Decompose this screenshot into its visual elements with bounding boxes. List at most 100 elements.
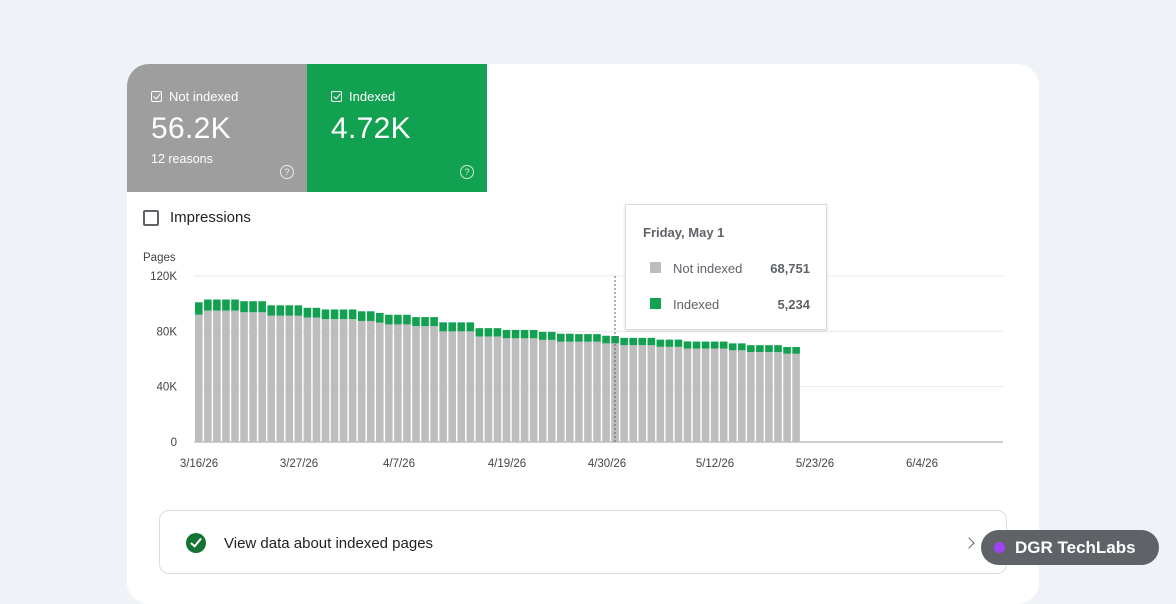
bar-indexed	[394, 314, 402, 325]
bar-not-indexed	[312, 317, 321, 442]
x-tick-label: 3/16/26	[180, 458, 218, 470]
pages-chart[interactable]: 0 40K 80K 120K 3/16/26 3/27/26 4/7/26 4/19/26 4/…	[127, 254, 1039, 484]
x-tick-label: 3/27/26	[280, 458, 318, 470]
bar-not-indexed	[575, 341, 583, 442]
bar-indexed	[557, 333, 565, 342]
bar-not-indexed	[656, 346, 665, 442]
bar-not-indexed	[710, 348, 719, 442]
bar-not-indexed	[339, 319, 348, 442]
bar-not-indexed	[728, 350, 737, 442]
page-indexing-card: Not indexed 56.2K 12 reasons ? Indexed 4…	[127, 64, 1039, 604]
bar-indexed	[493, 328, 502, 337]
bar-indexed	[267, 305, 275, 316]
indexed-label: Indexed	[349, 89, 396, 104]
bar-not-indexed	[376, 322, 384, 442]
bar-indexed	[747, 345, 755, 353]
bar-not-indexed	[457, 331, 466, 442]
bar-indexed	[629, 337, 637, 346]
bar-indexed	[195, 302, 203, 315]
bar-not-indexed	[267, 315, 275, 442]
x-tick-label: 5/12/26	[696, 458, 734, 470]
indexed-tile[interactable]: Indexed 4.72K ?	[307, 64, 487, 192]
bar-not-indexed	[502, 338, 511, 442]
bar-indexed	[421, 317, 429, 327]
bar-not-indexed	[366, 320, 375, 442]
bar-indexed	[376, 312, 384, 323]
bar-indexed	[294, 305, 303, 316]
bar-indexed	[312, 307, 321, 318]
bar-indexed	[674, 339, 683, 347]
impressions-label: Impressions	[170, 209, 251, 226]
bar-indexed	[348, 309, 357, 320]
bar-indexed	[602, 335, 610, 344]
not-indexed-header: Not indexed	[151, 89, 238, 104]
y-axis-title: Pages	[143, 252, 176, 264]
bar-indexed	[620, 337, 628, 346]
bar-indexed	[385, 314, 393, 325]
bar-indexed	[792, 346, 800, 354]
bar-indexed	[765, 345, 773, 353]
not-indexed-count: 56.2K	[151, 112, 231, 145]
y-tick-label: 80K	[157, 326, 178, 338]
x-tick-label: 4/19/26	[488, 458, 526, 470]
tooltip-label: Indexed	[673, 297, 720, 312]
bar-not-indexed	[330, 319, 339, 442]
bar-not-indexed	[683, 348, 692, 442]
indexed-header: Indexed	[331, 89, 395, 104]
bar-not-indexed	[303, 317, 312, 442]
bar-not-indexed	[466, 331, 475, 442]
bar-not-indexed	[692, 348, 701, 442]
not-indexed-checkbox[interactable]	[151, 91, 162, 102]
tooltip-value: 5,234	[777, 297, 810, 312]
bar-not-indexed	[195, 314, 203, 442]
bar-indexed	[665, 339, 674, 347]
bar-not-indexed	[620, 345, 628, 442]
tooltip-label: Not indexed	[673, 261, 743, 276]
y-tick-label: 120K	[150, 271, 177, 283]
indexed-checkbox[interactable]	[331, 91, 342, 102]
bar-not-indexed	[629, 345, 637, 442]
bar-indexed	[204, 299, 212, 311]
bar-indexed	[611, 336, 619, 344]
help-icon[interactable]: ?	[460, 165, 474, 179]
view-indexed-pages-link[interactable]: View data about indexed pages	[159, 510, 1007, 574]
bar-indexed	[719, 341, 728, 349]
bar-indexed	[593, 334, 601, 342]
bar-indexed	[222, 299, 230, 311]
x-tick-label: 5/23/26	[796, 458, 834, 470]
bar-indexed	[249, 301, 257, 313]
bar-not-indexed	[357, 320, 366, 442]
bar-not-indexed	[792, 353, 800, 442]
bar-indexed	[330, 309, 339, 320]
tooltip-value: 68,751	[770, 261, 810, 276]
bar-not-indexed	[285, 315, 294, 442]
impressions-checkbox[interactable]	[143, 209, 159, 226]
x-tick-label: 6/4/26	[906, 458, 938, 470]
bar-indexed	[774, 345, 782, 353]
bar-not-indexed	[240, 312, 248, 442]
bar-indexed	[538, 331, 547, 340]
bar-not-indexed	[783, 353, 791, 442]
bar-not-indexed	[566, 341, 574, 442]
bar-not-indexed	[774, 352, 782, 442]
check-circle-icon	[186, 533, 206, 553]
brand-dot-icon	[994, 542, 1005, 553]
bar-not-indexed	[258, 312, 266, 442]
bar-not-indexed	[520, 338, 529, 442]
not-indexed-swatch	[650, 262, 661, 273]
impressions-toggle[interactable]: Impressions	[143, 209, 251, 226]
bar-indexed	[457, 322, 466, 332]
bar-not-indexed	[557, 341, 565, 442]
bar-indexed	[566, 333, 574, 342]
bar-not-indexed	[294, 315, 303, 442]
not-indexed-tile[interactable]: Not indexed 56.2K 12 reasons ?	[127, 64, 307, 192]
bar-not-indexed	[439, 331, 447, 442]
bar-indexed	[656, 339, 665, 347]
x-tick-label: 4/30/26	[588, 458, 626, 470]
bar-indexed	[448, 322, 456, 332]
bar-indexed	[683, 341, 692, 349]
bar-indexed	[213, 299, 221, 311]
help-icon[interactable]: ?	[280, 165, 294, 179]
bar-indexed	[520, 329, 529, 339]
bar-not-indexed	[547, 339, 556, 442]
